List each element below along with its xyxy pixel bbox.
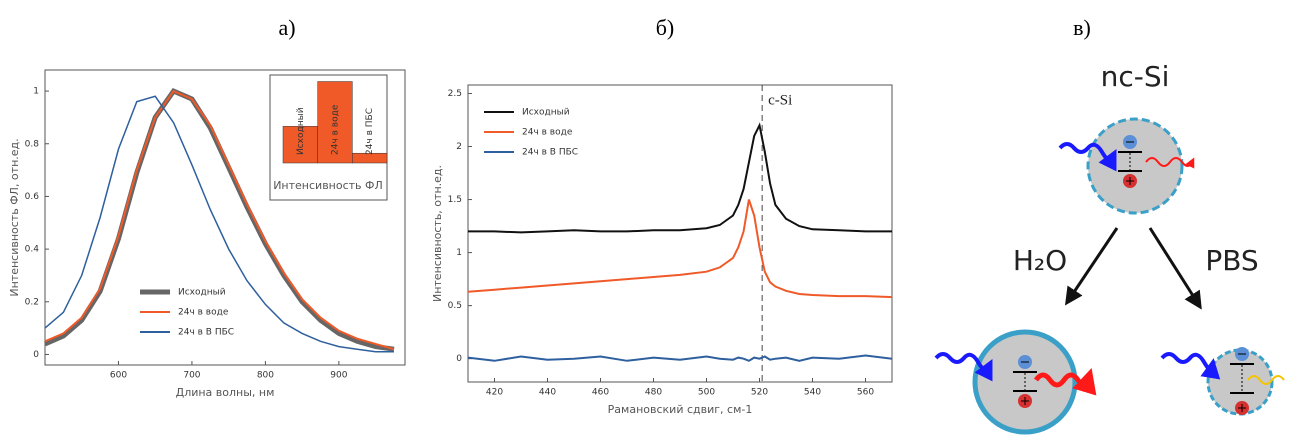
x-tick-label: 900 xyxy=(330,371,347,381)
bar-label: 24ч в воде xyxy=(331,104,341,155)
x-axis-label: Интенсивность ФЛ xyxy=(273,179,383,192)
particle xyxy=(1086,117,1184,215)
diagram-title: nc-Si xyxy=(1101,60,1170,93)
x-tick-label: 700 xyxy=(183,371,200,381)
y-tick-label: 1.5 xyxy=(448,195,462,205)
panel-label: а) xyxy=(278,15,295,40)
panel-label: б) xyxy=(656,15,675,40)
annotation: c-Si xyxy=(768,92,792,108)
bar xyxy=(317,81,353,164)
y-tick-label: 0.5 xyxy=(448,301,462,311)
bar-label: Исходный xyxy=(296,107,306,155)
series-line xyxy=(467,354,893,362)
y-tick-label: 0.4 xyxy=(25,245,40,255)
panel-label: в) xyxy=(1073,15,1091,40)
series-line xyxy=(44,95,394,353)
x-tick-label: 540 xyxy=(804,388,821,398)
x-axis-label: Длина волны, нм xyxy=(176,386,275,399)
charge-pair xyxy=(1118,135,1142,188)
charge-pair xyxy=(1230,347,1254,415)
x-tick-label: 520 xyxy=(751,388,768,398)
charge-pair xyxy=(1013,355,1037,408)
y-tick-label: 0 xyxy=(456,354,462,364)
emission xyxy=(1033,368,1097,396)
excitation xyxy=(1160,352,1221,380)
x-tick-label: 500 xyxy=(698,388,715,398)
legend-label: Исходный xyxy=(522,108,570,118)
x-tick-label: 460 xyxy=(592,388,609,398)
series-line xyxy=(467,199,893,299)
arrow xyxy=(1064,227,1119,306)
emission xyxy=(1145,157,1195,169)
bar-label: 24ч в ПБС xyxy=(365,108,375,155)
bar xyxy=(352,152,388,164)
series-line xyxy=(44,89,395,351)
y-axis-label: Интенсивность ФЛ, отн.ед. xyxy=(8,138,21,296)
plot-frame xyxy=(44,69,406,366)
x-tick-label: 440 xyxy=(539,388,556,398)
path-label: H₂O xyxy=(1013,244,1067,277)
y-tick-label: 2 xyxy=(456,142,462,152)
y-tick-label: 0.6 xyxy=(25,192,40,202)
excitation xyxy=(934,352,993,382)
arrow xyxy=(1148,227,1202,310)
emission xyxy=(1247,375,1285,385)
x-tick-label: 560 xyxy=(857,388,874,398)
legend-label: 24ч в В ПБС xyxy=(522,148,578,158)
x-tick-label: 480 xyxy=(645,388,662,398)
plot-frame xyxy=(467,84,893,383)
legend-label: Исходный xyxy=(178,288,226,298)
y-tick-label: 1 xyxy=(456,248,462,258)
y-axis-label: Интенсивность, отн.ед. xyxy=(431,165,444,302)
x-tick-label: 600 xyxy=(110,371,127,381)
y-tick-label: 1 xyxy=(33,87,39,97)
excitation xyxy=(1058,142,1117,172)
diagram: в) nc-Si H₂O PBS xyxy=(934,15,1285,435)
legend-label: 24ч в воде xyxy=(522,128,573,138)
legend-label: 24ч в воде xyxy=(178,308,229,318)
series-line xyxy=(468,122,892,234)
bar xyxy=(282,126,318,164)
x-tick-label: 800 xyxy=(257,371,274,381)
y-tick-label: 0.8 xyxy=(25,139,40,149)
y-tick-label: 2.5 xyxy=(448,89,462,99)
path-label: PBS xyxy=(1205,244,1258,277)
x-tick-label: 420 xyxy=(486,388,503,398)
y-tick-label: 0.2 xyxy=(25,297,39,307)
y-tick-label: 0 xyxy=(33,350,39,360)
x-axis-label: Рамановский сдвиг, см-1 xyxy=(608,403,753,416)
legend-label: 24ч в В ПБС xyxy=(178,328,234,338)
